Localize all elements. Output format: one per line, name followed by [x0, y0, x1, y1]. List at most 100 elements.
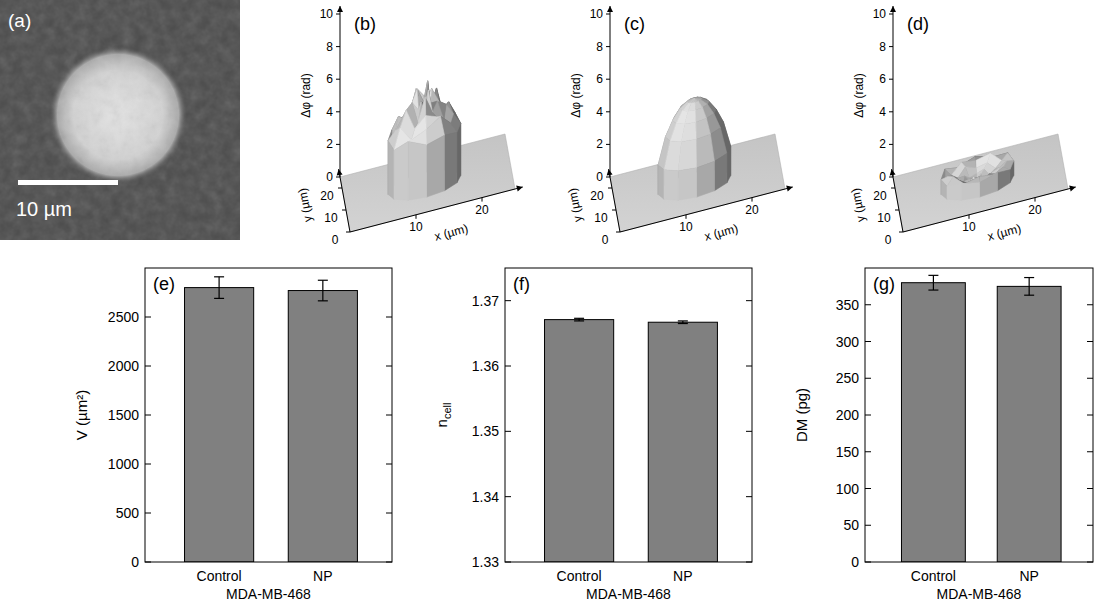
y-axis [893, 177, 903, 232]
y-tick-label: 20 [873, 189, 887, 203]
x-tick [686, 215, 687, 219]
error-bar [933, 275, 934, 290]
surface-facet [687, 99, 694, 103]
axis-arrow [1069, 186, 1076, 192]
z-axis-title: Δφ (rad) [852, 73, 866, 117]
z-tick [606, 144, 610, 145]
y-tick-label: 20 [590, 189, 604, 203]
z-tick-label: 6 [326, 72, 333, 86]
base-plane [893, 134, 1068, 232]
surface-wall [941, 180, 947, 199]
y-tick-label: 500 [116, 505, 140, 521]
y-tick-label: 2000 [108, 358, 139, 374]
error-cap [1024, 277, 1034, 278]
surface-wall [427, 135, 445, 197]
surface-wall [664, 170, 678, 200]
y-tick [342, 210, 346, 211]
error-cap [318, 300, 328, 301]
z-tick-label: 4 [596, 105, 603, 119]
z-tick-label: 10 [873, 7, 887, 21]
surface-wall [408, 141, 426, 200]
y-tick [145, 464, 151, 465]
z-tick [336, 111, 340, 112]
z-tick-label: 10 [320, 7, 334, 21]
y-tick [346, 232, 350, 233]
x-tick [752, 198, 753, 202]
plot-area [185, 277, 358, 562]
x-tick-label: 20 [745, 203, 759, 217]
y-tick [145, 415, 151, 416]
y-tick-right [1087, 304, 1093, 305]
z-tick [889, 14, 893, 15]
y-tick-label: 250 [836, 370, 860, 386]
y-axis-title: y (µm) [295, 187, 315, 223]
bar [901, 283, 965, 562]
x-axis [350, 189, 515, 232]
z-tick [606, 79, 610, 80]
plot-frame [865, 268, 1093, 562]
z-tick-label: 6 [879, 72, 886, 86]
surface-facet [676, 111, 688, 124]
x-axis [620, 189, 785, 232]
image-background [0, 0, 240, 240]
y-tick-right [386, 415, 392, 416]
plot-frame [145, 268, 392, 562]
z-tick [336, 14, 340, 15]
surface-wall [457, 123, 461, 182]
z-tick-label: 8 [326, 40, 333, 54]
y-tick [865, 341, 871, 342]
z-tick [606, 14, 610, 15]
y-axis-title-subscript: cell [441, 403, 453, 420]
y-tick-right [386, 464, 392, 465]
y-axis-title-text: V (µm²) [73, 390, 90, 440]
y-tick-right [1087, 341, 1093, 342]
axis-arrow [516, 186, 523, 192]
image-noise [0, 0, 240, 240]
surface-facet [431, 89, 439, 104]
y-tick-label: 100 [836, 481, 860, 497]
y-tick-label: 50 [843, 517, 859, 533]
z-tick [889, 144, 893, 145]
y-tick-label: 0 [131, 554, 139, 570]
z-tick [889, 177, 893, 178]
z-tick [606, 46, 610, 47]
y-tick-label: 1000 [108, 456, 139, 472]
surface [658, 97, 731, 200]
y-tick [338, 188, 342, 189]
x-tick [482, 198, 483, 202]
error-bar [219, 277, 220, 299]
base-plane [610, 134, 785, 232]
y-tick-right [1087, 378, 1093, 379]
z-tick [606, 111, 610, 112]
surface-facet [1002, 153, 1014, 161]
y-tick-right [386, 562, 392, 563]
error-bar [322, 280, 323, 301]
y-tick [145, 317, 151, 318]
z-axis [893, 14, 894, 177]
y-tick [865, 451, 871, 452]
plot-area [545, 318, 718, 562]
x-axis-title: MDA-MB-468 [226, 586, 311, 602]
x-axis-title: MDA-MB-468 [586, 586, 671, 602]
x-tick-label: 20 [475, 203, 489, 217]
base-plane [340, 134, 515, 232]
bar [997, 286, 1061, 562]
surface-wall [947, 184, 961, 200]
surface-facet [670, 123, 685, 141]
surface [941, 153, 1014, 200]
y-tick-label: 150 [836, 444, 860, 460]
y-tick-right [1087, 525, 1093, 526]
y-tick-right [386, 317, 392, 318]
y-axis-title-text: n [433, 419, 450, 427]
z-tick-label: 8 [879, 40, 886, 54]
z-tick-label: 8 [596, 40, 603, 54]
error-cap [574, 320, 584, 321]
z-axis-title: Δφ (rad) [299, 73, 313, 117]
surface-wall [714, 153, 726, 190]
y-tick [899, 232, 903, 233]
bar [545, 320, 614, 562]
y-tick-label: 1500 [108, 407, 139, 423]
y-tick-label: 0 [602, 233, 609, 247]
figure: 10 µm(a)0246810010201020x (µm)y (µm)Δφ (… [0, 0, 1107, 609]
z-tick-label: 4 [326, 105, 333, 119]
